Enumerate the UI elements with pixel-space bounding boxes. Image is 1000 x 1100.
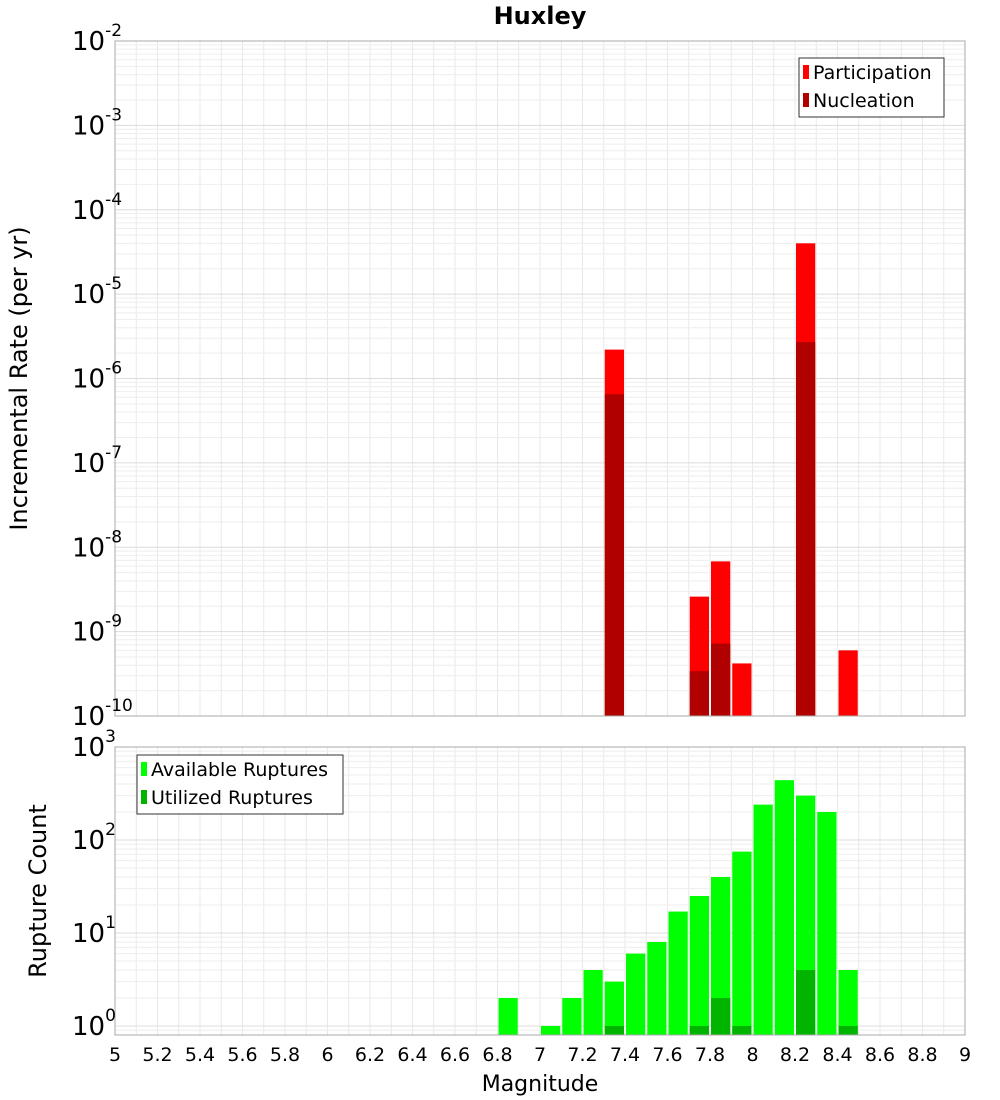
x-tick-label: 6.8 bbox=[482, 1044, 512, 1066]
rate-panel: 10-10 10-9 10-8 10-7 10-6 10-5 10-4 10-3 10-2 Inc… bbox=[5, 21, 966, 732]
x-tick-label: 8.2 bbox=[780, 1044, 810, 1066]
bar-available-ruptures bbox=[774, 780, 794, 1035]
x-tick-label: 7.6 bbox=[652, 1044, 682, 1066]
bar-available-ruptures bbox=[711, 877, 731, 1035]
bar-available-ruptures bbox=[604, 981, 624, 1035]
legend-label: Participation bbox=[813, 62, 932, 84]
count-legend: Available Ruptures Utilized Ruptures bbox=[136, 754, 344, 815]
x-tick-label: 8.6 bbox=[865, 1044, 895, 1066]
x-tick-label: 8.4 bbox=[822, 1044, 852, 1066]
x-tick-label: 6.2 bbox=[355, 1044, 385, 1066]
bar-available-ruptures bbox=[668, 911, 688, 1035]
bar-available-ruptures bbox=[562, 997, 582, 1035]
x-tick-label: 6 bbox=[321, 1044, 333, 1066]
bar-available-ruptures bbox=[541, 1025, 561, 1035]
legend-box bbox=[136, 754, 344, 815]
bar-overlay-nucleation bbox=[711, 643, 731, 716]
x-tick-label: 6.6 bbox=[440, 1044, 470, 1066]
y-tick-label: 103 bbox=[72, 727, 116, 763]
bar-available-ruptures bbox=[583, 969, 603, 1035]
rupture-count-panel: 100 101 102 103 Rupture Count Available Ruptu… bbox=[24, 727, 966, 1042]
legend-label: Available Ruptures bbox=[151, 759, 328, 781]
y-tick-label: 10-7 bbox=[72, 443, 122, 479]
y-tick-label: 10-2 bbox=[72, 21, 122, 57]
x-tick-label: 6.4 bbox=[397, 1044, 427, 1066]
legend-swatch bbox=[141, 762, 147, 776]
legend-swatch bbox=[803, 65, 809, 79]
x-tick-label: 5.6 bbox=[227, 1044, 257, 1066]
rate-bars bbox=[604, 243, 858, 717]
count-bars bbox=[498, 780, 858, 1035]
rate-legend: Participation Nucleation bbox=[798, 57, 945, 118]
rate-plot-frame bbox=[114, 40, 966, 717]
y-tick-label: 10-8 bbox=[72, 527, 122, 563]
count-plot-frame bbox=[114, 746, 966, 1036]
x-tick-label: 5.4 bbox=[185, 1044, 215, 1066]
bar-overlay-utilized-ruptures bbox=[838, 1025, 858, 1035]
count-y-tick-labels: 100 101 102 103 bbox=[72, 727, 116, 1042]
x-tick-label: 7.4 bbox=[610, 1044, 640, 1066]
rate-y-tick-labels: 10-10 10-9 10-8 10-7 10-6 10-5 10-4 10-3 10-2 bbox=[72, 21, 133, 732]
legend-swatch bbox=[803, 93, 809, 107]
y-tick-label: 10-5 bbox=[72, 274, 122, 310]
chart-title: Huxley bbox=[494, 2, 587, 30]
bar-overlay-utilized-ruptures bbox=[711, 997, 731, 1035]
bar-available-ruptures bbox=[732, 851, 752, 1035]
x-tick-label: 5.8 bbox=[270, 1044, 300, 1066]
x-tick-label: 7 bbox=[534, 1044, 546, 1066]
y-tick-label: 10-3 bbox=[72, 105, 122, 141]
bar-participation bbox=[838, 650, 858, 716]
x-tick-label: 5 bbox=[109, 1044, 121, 1066]
x-tick-label: 8 bbox=[746, 1044, 758, 1066]
bar-available-ruptures bbox=[626, 953, 646, 1035]
bar-participation bbox=[732, 663, 752, 716]
rate-grid bbox=[114, 40, 966, 717]
bar-available-ruptures bbox=[817, 812, 837, 1035]
y-tick-label: 10-10 bbox=[72, 696, 133, 732]
bar-available-ruptures bbox=[838, 969, 858, 1035]
y-tick-label: 10-6 bbox=[72, 359, 122, 395]
y-tick-label: 10-4 bbox=[72, 190, 122, 226]
y-tick-label: 10-9 bbox=[72, 612, 122, 648]
bar-available-ruptures bbox=[689, 895, 709, 1035]
rate-y-axis-label: Incremental Rate (per yr) bbox=[5, 226, 33, 530]
x-tick-label: 7.8 bbox=[695, 1044, 725, 1066]
bar-overlay-nucleation bbox=[604, 394, 624, 716]
bar-overlay-nucleation bbox=[689, 671, 709, 716]
x-tick-labels: 5 5.2 5.4 5.6 5.8 6 6.2 6.4 6.6 6.8 7 7.2 7.4 7.6 7.8 8… bbox=[109, 1044, 971, 1066]
x-tick-label: 8.8 bbox=[907, 1044, 937, 1066]
bar-overlay-utilized-ruptures bbox=[732, 1025, 752, 1035]
x-axis-label: Magnitude bbox=[482, 1072, 599, 1097]
bar-available-ruptures bbox=[753, 804, 773, 1035]
x-tick-label: 5.2 bbox=[142, 1044, 172, 1066]
legend-label: Utilized Ruptures bbox=[151, 787, 313, 809]
bar-overlay-utilized-ruptures bbox=[796, 969, 816, 1035]
x-tick-label: 7.2 bbox=[567, 1044, 597, 1066]
x-tick-label: 9 bbox=[959, 1044, 971, 1066]
count-y-axis-label: Rupture Count bbox=[24, 804, 52, 978]
legend-box bbox=[798, 57, 945, 118]
bar-available-ruptures bbox=[498, 997, 518, 1035]
bar-overlay-nucleation bbox=[796, 342, 816, 716]
bar-overlay-utilized-ruptures bbox=[604, 1025, 624, 1035]
legend-swatch bbox=[141, 790, 147, 804]
y-tick-label: 101 bbox=[72, 913, 116, 949]
bar-available-ruptures bbox=[647, 942, 667, 1035]
y-tick-label: 102 bbox=[72, 820, 116, 856]
bar-overlay-utilized-ruptures bbox=[689, 1025, 709, 1035]
y-tick-label: 100 bbox=[72, 1006, 116, 1042]
legend-label: Nucleation bbox=[813, 90, 915, 112]
